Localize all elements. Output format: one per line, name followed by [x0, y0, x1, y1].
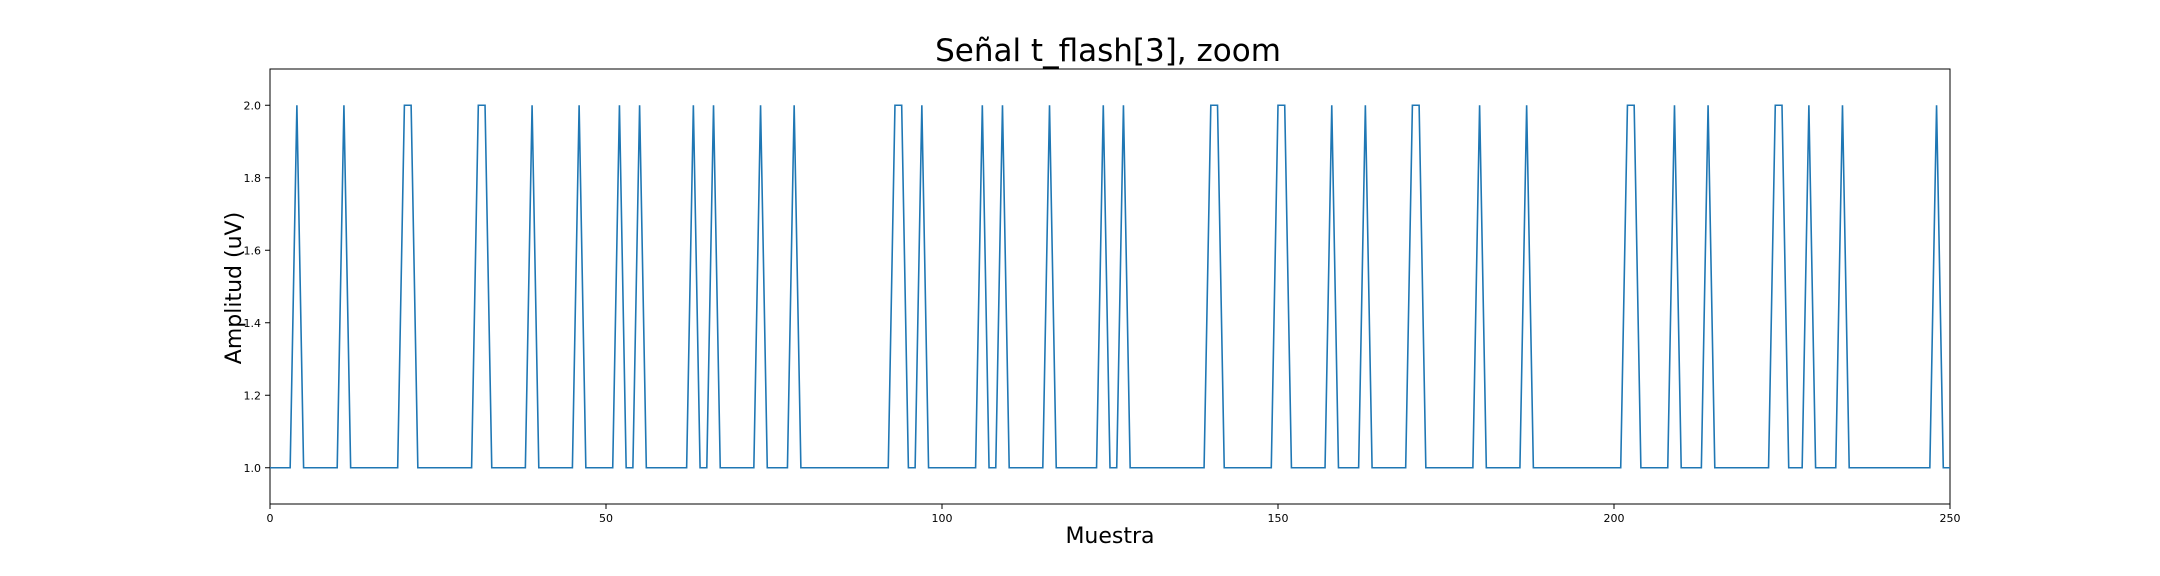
x-axis-label: Muestra [1065, 524, 1154, 549]
series-line [270, 104, 1950, 469]
y-tick-label: 1.8 [244, 172, 262, 185]
chart-title: Señal t_flash[3], zoom [935, 33, 1281, 69]
x-tick-label: 0 [267, 512, 274, 525]
x-axis: 0 50 100 150 200 250 [267, 504, 1961, 525]
y-tick-label: 1.6 [244, 244, 262, 257]
y-tick-label: 2.0 [244, 99, 262, 112]
y-axis-label: Amplitud (uV) [222, 212, 247, 364]
x-tick-label: 100 [932, 512, 953, 525]
x-tick-label: 150 [1268, 512, 1289, 525]
y-axis: 1.0 1.2 1.4 1.6 1.8 2.0 [244, 99, 270, 475]
x-tick-label: 200 [1604, 512, 1625, 525]
series-layer [270, 104, 1950, 469]
y-tick-label: 1.2 [244, 389, 262, 402]
plot-frame [269, 68, 1951, 505]
x-tick-label: 250 [1940, 512, 1961, 525]
y-tick-label: 1.0 [244, 462, 262, 475]
x-tick-label: 50 [599, 512, 613, 525]
y-tick-label: 1.4 [244, 317, 262, 330]
plot-area [269, 68, 1951, 505]
